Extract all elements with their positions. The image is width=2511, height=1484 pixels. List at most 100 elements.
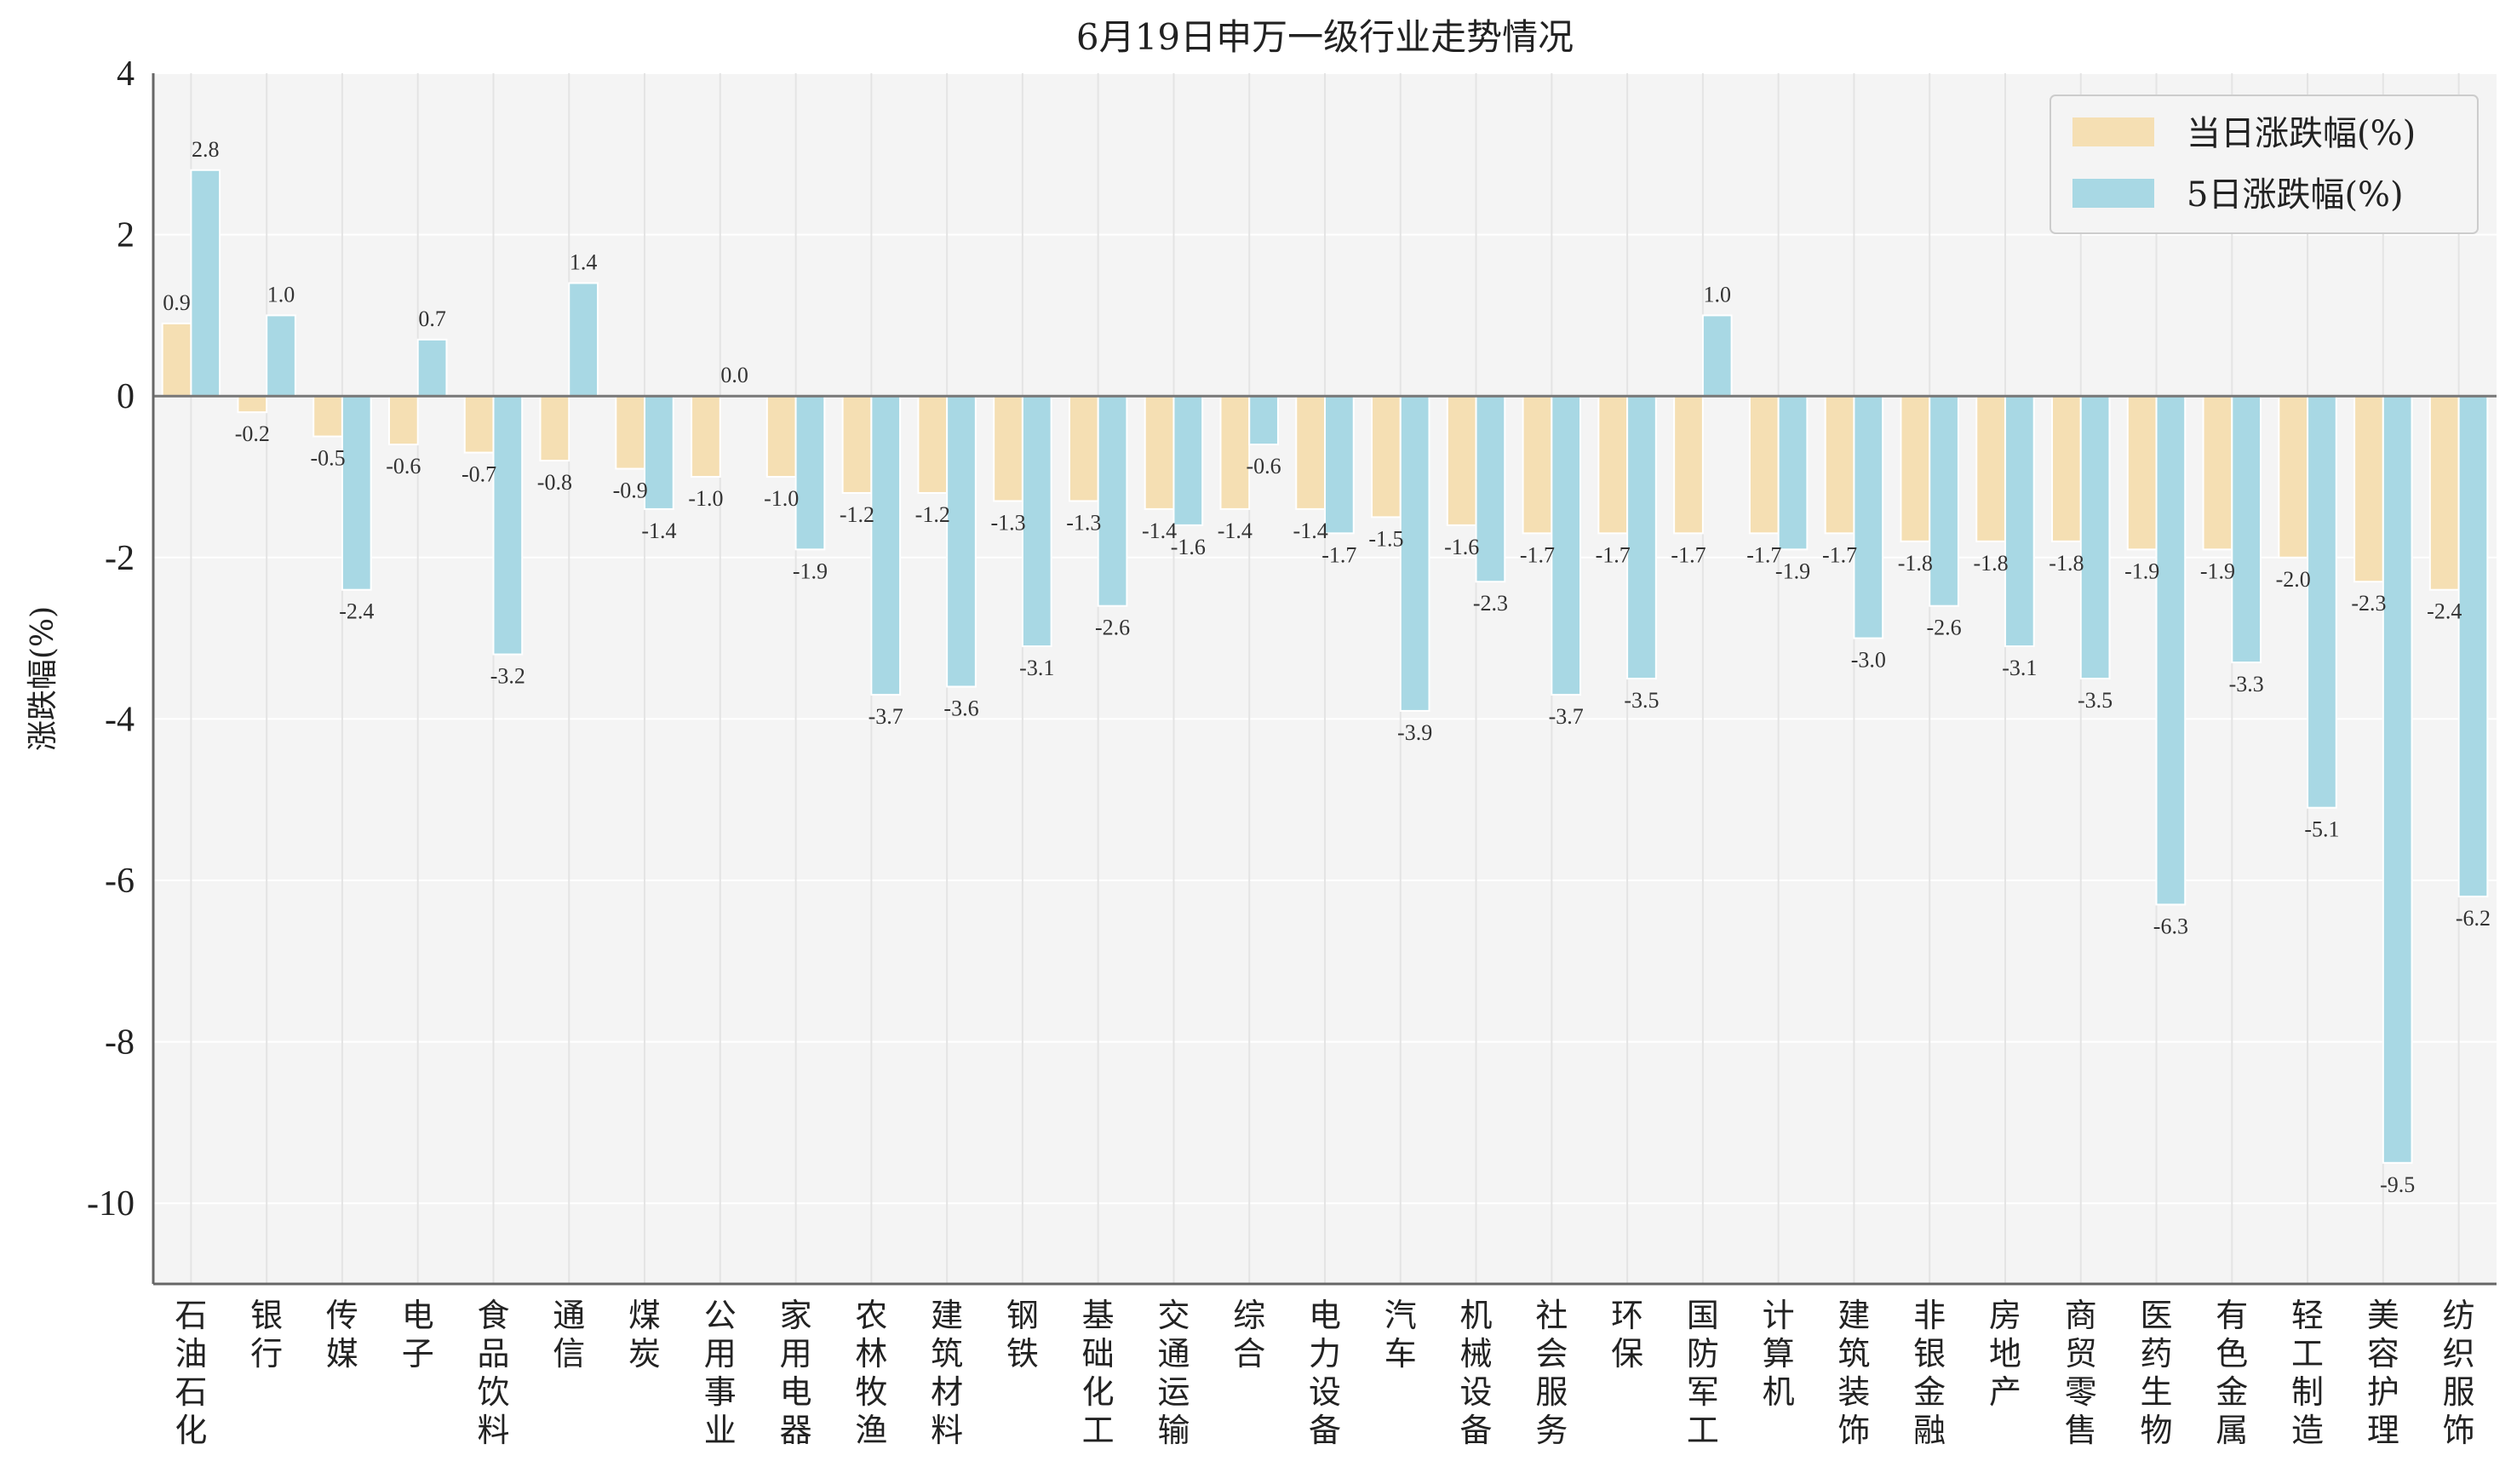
data-label-5day-11: -3.1 [1019,656,1054,680]
data-label-5day-17: -2.3 [1473,591,1508,616]
data-label-5day-30: -6.2 [2456,906,2491,931]
bar-daily-16 [1371,395,1402,519]
bar-5day-4 [492,395,524,656]
x-tick-label-19: 环保 [1611,1297,1643,1372]
x-tick-label-2: 传媒 [326,1297,358,1372]
data-label-5day-23: -2.6 [1926,616,1961,640]
data-label-5day-0: 2.8 [192,137,220,162]
x-tick-label-29: 美容护理 [2367,1297,2399,1449]
data-label-5day-1: 1.0 [267,282,295,307]
data-labels: 0.9 -0.2 -0.5 -0.6 -0.7 -0.8 -0.9 -1.0 -1.0 -1.2 -… [163,137,2491,1197]
bar-5day-1 [266,314,296,398]
bar-5day-12 [1097,395,1128,607]
bar-5day-28 [2307,395,2337,809]
x-tick-label-22: 建筑装饰 [1837,1297,1870,1449]
data-label-daily-18: -1.7 [1520,542,1555,567]
data-label-5day-3: 0.7 [418,307,446,331]
data-label-daily-23: -1.8 [1898,551,1933,576]
data-label-daily-3: -0.6 [386,454,421,478]
bar-5day-13 [1172,395,1204,526]
data-label-5day-22: -3.0 [1851,648,1886,673]
data-label-daily-7: -1.0 [688,486,723,511]
data-label-daily-12: -1.3 [1066,510,1101,535]
bar-daily-6 [615,395,646,470]
x-tick-label-17: 机械设备 [1460,1297,1493,1449]
data-label-5day-14: -0.6 [1247,454,1281,478]
data-label-5day-12: -2.6 [1095,616,1130,640]
data-label-5day-29: -9.5 [2380,1172,2415,1197]
bars [161,169,2489,1164]
y-tick-label: -8 [105,1023,135,1063]
data-label-daily-14: -1.4 [1218,519,1253,543]
bar-daily-17 [1446,395,1477,526]
bar-5day-30 [2457,395,2489,897]
legend-swatch-daily [2072,117,2154,146]
data-label-5day-6: -1.4 [641,519,676,543]
data-label-daily-29: -2.3 [2351,591,2386,616]
x-tick-label-11: 钢铁 [1006,1297,1039,1372]
bar-daily-24 [1975,395,2006,542]
bar-daily-3 [387,395,419,446]
bar-5day-6 [644,395,674,510]
x-tick-label-18: 社会服务 [1535,1297,1568,1449]
data-label-daily-26: -1.9 [2124,559,2159,583]
x-tick-label-28: 轻工制造 [2291,1297,2324,1449]
x-tick-label-7: 公用事业 [704,1297,737,1449]
bar-5day-14 [1248,395,1279,446]
x-tick-label-24: 房地产 [1989,1297,2021,1411]
x-tick-label-16: 汽车 [1384,1297,1417,1372]
bar-daily-5 [539,395,570,462]
bar-daily-2 [312,395,343,438]
bar-daily-25 [2051,395,2082,542]
data-label-5day-21: -1.9 [1775,559,1810,583]
data-label-daily-20: -1.7 [1671,542,1706,567]
bar-daily-23 [1900,395,1931,542]
data-label-daily-28: -2.0 [2276,567,2311,592]
data-label-5day-8: -1.9 [793,559,828,583]
data-label-daily-25: -1.8 [2049,551,2084,576]
bar-daily-21 [1748,395,1780,535]
bar-5day-19 [1626,395,1657,679]
data-label-daily-27: -1.9 [2200,559,2235,583]
data-label-daily-5: -0.8 [537,470,572,495]
chart-title: 6月19日申万一级行业走势情况 [1076,16,1574,58]
bar-5day-23 [1929,395,1959,607]
legend: 当日涨跌幅(%) 5日涨跌幅(%) [2050,95,2479,234]
x-tick-label-1: 银行 [250,1297,283,1372]
x-tick-label-9: 农林牧渔 [855,1297,887,1449]
bar-daily-15 [1295,395,1326,510]
bar-5day-3 [416,338,448,398]
bar-5day-29 [2382,395,2413,1164]
y-tick-label: -2 [105,539,135,578]
data-label-5day-28: -5.1 [2304,817,2339,842]
data-label-daily-15: -1.4 [1293,519,1328,543]
x-tick-label-4: 食品饮料 [477,1297,509,1449]
bar-5day-2 [341,395,372,591]
data-label-5day-10: -3.6 [943,696,978,720]
y-tick-label: 4 [117,54,135,94]
x-tick-label-3: 电子 [402,1297,434,1372]
bar-daily-22 [1824,395,1855,535]
data-label-5day-13: -1.6 [1171,535,1206,559]
y-tick-label: -4 [105,700,135,739]
bar-5day-21 [1777,395,1809,551]
data-label-5day-9: -3.7 [869,704,903,729]
x-tick-label-6: 煤炭 [628,1297,661,1372]
data-label-5day-7: 0.0 [720,363,748,387]
y-axis-label: 涨跌幅(%) [26,606,60,751]
x-tick-label-13: 交通运输 [1157,1297,1190,1449]
bar-daily-4 [463,395,495,454]
data-label-5day-26: -6.3 [2153,914,2188,938]
bar-5day-20 [1701,314,1733,398]
legend-swatch-5day [2072,179,2154,208]
bar-daily-27 [2202,395,2233,551]
data-label-daily-11: -1.3 [990,510,1025,535]
x-tick-label-21: 计算机 [1763,1297,1795,1411]
legend-label-daily: 当日涨跌幅(%) [2187,114,2416,153]
legend-label-5day: 5日涨跌幅(%) [2187,175,2404,215]
bar-5day-17 [1475,395,1506,583]
x-tick-label-27: 有色金属 [2216,1297,2248,1449]
x-tick-label-30: 纺织服饰 [2443,1297,2475,1449]
data-label-daily-6: -0.9 [613,478,648,503]
